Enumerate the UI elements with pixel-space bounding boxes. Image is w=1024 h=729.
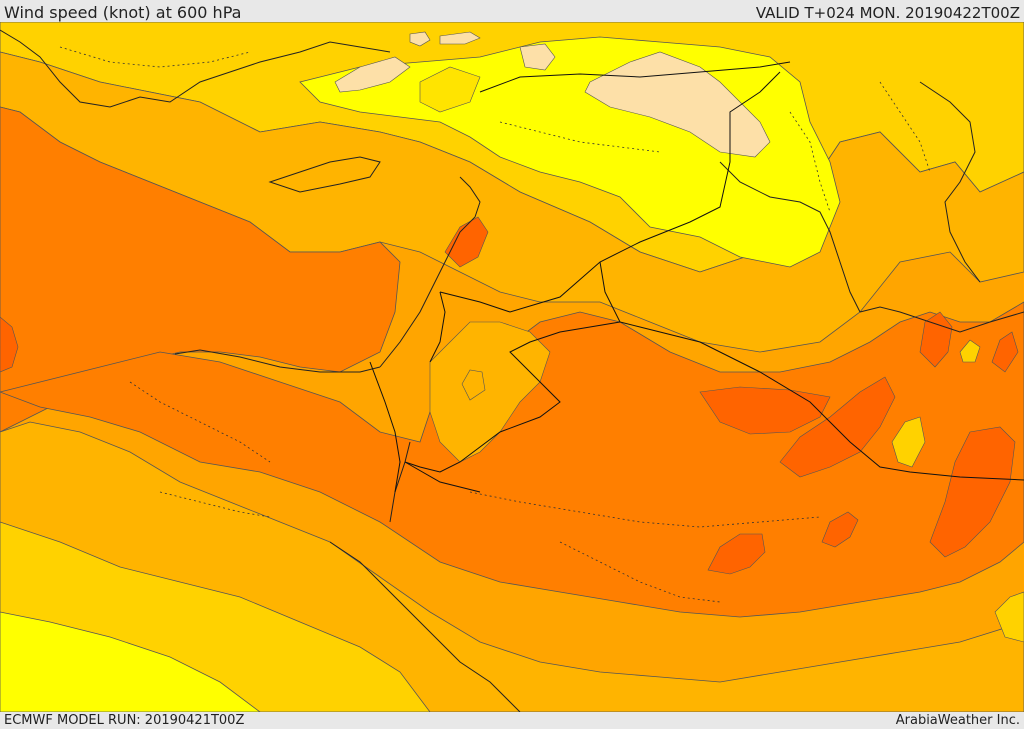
band-strong-patch-2: [779, 376, 896, 478]
band-gold-patch-east: [891, 416, 926, 468]
credit-label: ArabiaWeather Inc.: [895, 713, 1020, 728]
band-lightgold-patch: [419, 66, 481, 113]
map-canvas: [0, 22, 1024, 712]
map-footer: ECMWF MODEL RUN: 20190421T00Z ArabiaWeat…: [0, 712, 1024, 729]
country-borders: [369, 61, 1024, 493]
wind-speed-map: [0, 22, 1024, 712]
band-calm-patch-4: [409, 31, 431, 47]
band-darkorange-south: [0, 301, 1024, 618]
band-gold-patch-east-2: [959, 339, 981, 363]
band-strong-patch-7: [991, 331, 1019, 373]
band-gold-east: [994, 591, 1024, 643]
map-title: Wind speed (knot) at 600 hPa: [4, 3, 242, 22]
band-calm-patch-1: [584, 51, 771, 158]
band-strong-patch-6: [919, 311, 953, 368]
band-strong-patch-9: [444, 216, 489, 268]
band-calm-patch-5: [439, 31, 481, 45]
valid-time-label: VALID T+024 MON. 20190422T00Z: [755, 4, 1020, 22]
model-run-label: ECMWF MODEL RUN: 20190421T00Z: [4, 713, 245, 728]
band-strong-patch-4: [707, 533, 766, 575]
band-strong-patch-1: [699, 386, 831, 435]
band-strong-patch-5: [821, 511, 859, 548]
band-yellow-southwest: [0, 611, 261, 712]
band-calm-patch-2: [334, 56, 411, 93]
band-strong-patch-8: [0, 316, 19, 373]
admin-boundaries: [59, 46, 931, 603]
band-strong-patch-3: [929, 426, 1016, 558]
band-calm-patch-3: [519, 43, 556, 71]
map-header: Wind speed (knot) at 600 hPa VALID T+024…: [0, 0, 1024, 22]
band-amber-patch-1: [461, 369, 486, 401]
band-amber-inlet: [429, 321, 551, 463]
coastlines: [0, 29, 1024, 712]
